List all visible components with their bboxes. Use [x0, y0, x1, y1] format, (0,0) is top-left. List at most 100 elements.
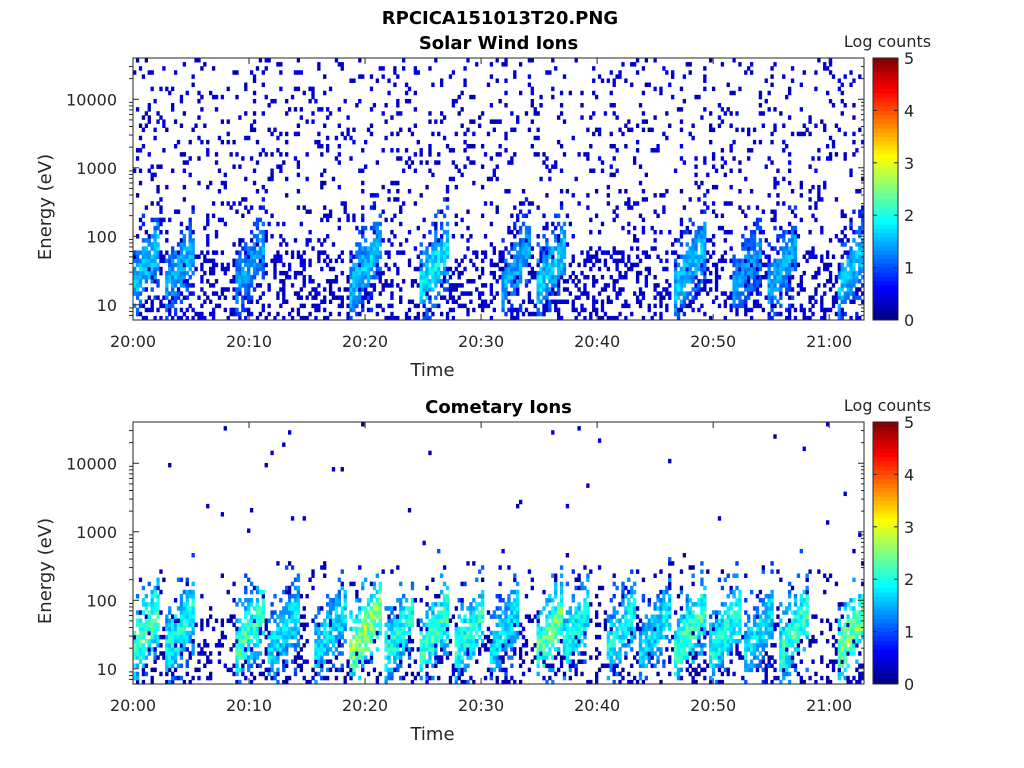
heatmap-cell	[328, 598, 333, 603]
heatmap-cell	[393, 180, 397, 186]
heatmap-cell	[527, 242, 532, 247]
y-tick-label: 1000	[76, 159, 117, 178]
heatmap-cell	[808, 119, 812, 124]
heatmap-cell	[428, 659, 432, 664]
heatmap-cell	[159, 221, 163, 227]
heatmap-cell	[352, 618, 356, 623]
heatmap-cell	[282, 667, 286, 673]
heatmap-cell	[171, 291, 175, 296]
heatmap-cell	[694, 254, 698, 259]
heatmap-cell	[156, 581, 160, 587]
heatmap-cell	[305, 209, 309, 214]
heatmap-cell	[273, 593, 277, 599]
heatmap-cell	[510, 270, 514, 276]
heatmap-cell	[466, 279, 470, 284]
heatmap-cell	[147, 295, 151, 300]
heatmap-cell	[355, 287, 359, 292]
heatmap-cell	[451, 148, 456, 153]
heatmap-cell	[735, 283, 739, 288]
heatmap-cell	[396, 663, 400, 669]
heatmap-cell	[843, 74, 847, 79]
heatmap-cell	[428, 643, 432, 648]
heatmap-cell	[568, 274, 572, 280]
heatmap-cell	[287, 614, 292, 619]
heatmap-cell	[551, 164, 555, 169]
heatmap-cell	[372, 614, 377, 619]
heatmap-cell	[150, 274, 154, 280]
heatmap-cell	[431, 303, 435, 309]
heatmap-cell	[153, 266, 157, 272]
heatmap-cell	[191, 610, 195, 615]
heatmap-cell	[384, 647, 388, 652]
heatmap-cell	[176, 647, 181, 652]
heatmap-cell	[399, 250, 403, 255]
heatmap-cell	[364, 246, 368, 251]
heatmap-cell	[191, 643, 195, 648]
heatmap-cell	[238, 242, 242, 247]
heatmap-cell	[244, 659, 248, 664]
heatmap-cell	[738, 266, 742, 272]
heatmap-cell	[340, 303, 344, 309]
heatmap-cell	[171, 618, 175, 623]
heatmap-cell	[691, 258, 695, 264]
heatmap-cell	[548, 254, 552, 259]
heatmap-cell	[592, 274, 596, 280]
heatmap-cell	[787, 90, 792, 96]
heatmap-cell	[337, 62, 341, 67]
heatmap-cell	[852, 103, 856, 108]
heatmap-cell	[682, 299, 687, 305]
heatmap-cell	[364, 254, 368, 259]
heatmap-cell	[434, 119, 438, 124]
heatmap-cell	[290, 315, 295, 321]
heatmap-cell	[226, 589, 230, 595]
heatmap-cell	[592, 254, 596, 259]
heatmap-cell	[703, 78, 707, 83]
heatmap-cell	[369, 74, 374, 79]
heatmap-cell	[682, 303, 687, 309]
heatmap-cell	[562, 152, 567, 157]
heatmap-cell	[258, 246, 263, 251]
heatmap-cell	[679, 291, 684, 296]
heatmap-cell	[442, 270, 447, 276]
heatmap-cell	[618, 287, 622, 292]
heatmap-cell	[296, 655, 301, 660]
heatmap-cell	[138, 659, 143, 664]
heatmap-cell	[814, 86, 818, 92]
heatmap-cell	[837, 307, 841, 313]
heatmap-cell	[247, 209, 251, 214]
heatmap-cell	[600, 168, 605, 174]
heatmap-cell	[349, 675, 353, 681]
heatmap-cell	[837, 270, 841, 276]
heatmap-cell	[244, 675, 248, 681]
heatmap-cell	[393, 66, 397, 71]
heatmap-cell	[150, 638, 154, 644]
heatmap-cell	[492, 168, 496, 174]
heatmap-cell	[524, 279, 529, 284]
heatmap-cell	[688, 303, 692, 309]
heatmap-cell	[790, 209, 795, 214]
heatmap-cell	[551, 229, 555, 235]
heatmap-cell	[358, 291, 362, 296]
heatmap-cell	[425, 622, 429, 628]
heatmap-cell	[442, 115, 447, 120]
heatmap-cell	[434, 626, 438, 632]
heatmap-cell	[200, 262, 204, 268]
heatmap-cell	[647, 307, 651, 313]
heatmap-cell	[399, 634, 403, 640]
heatmap-cell	[317, 638, 321, 644]
heatmap-cell	[700, 262, 704, 268]
heatmap-cell	[831, 299, 836, 305]
heatmap-cell	[843, 225, 847, 231]
heatmap-cell	[638, 299, 643, 305]
heatmap-cell	[521, 213, 526, 219]
heatmap-cell	[247, 610, 251, 615]
heatmap-cell	[834, 299, 839, 305]
heatmap-cell	[556, 287, 561, 292]
heatmap-cell	[223, 634, 227, 640]
heatmap-cell	[393, 618, 397, 623]
heatmap-cell	[828, 238, 833, 243]
heatmap-cell	[615, 258, 619, 264]
heatmap-cell	[264, 667, 268, 673]
heatmap-cell	[732, 262, 736, 268]
heatmap-cell	[334, 602, 339, 607]
